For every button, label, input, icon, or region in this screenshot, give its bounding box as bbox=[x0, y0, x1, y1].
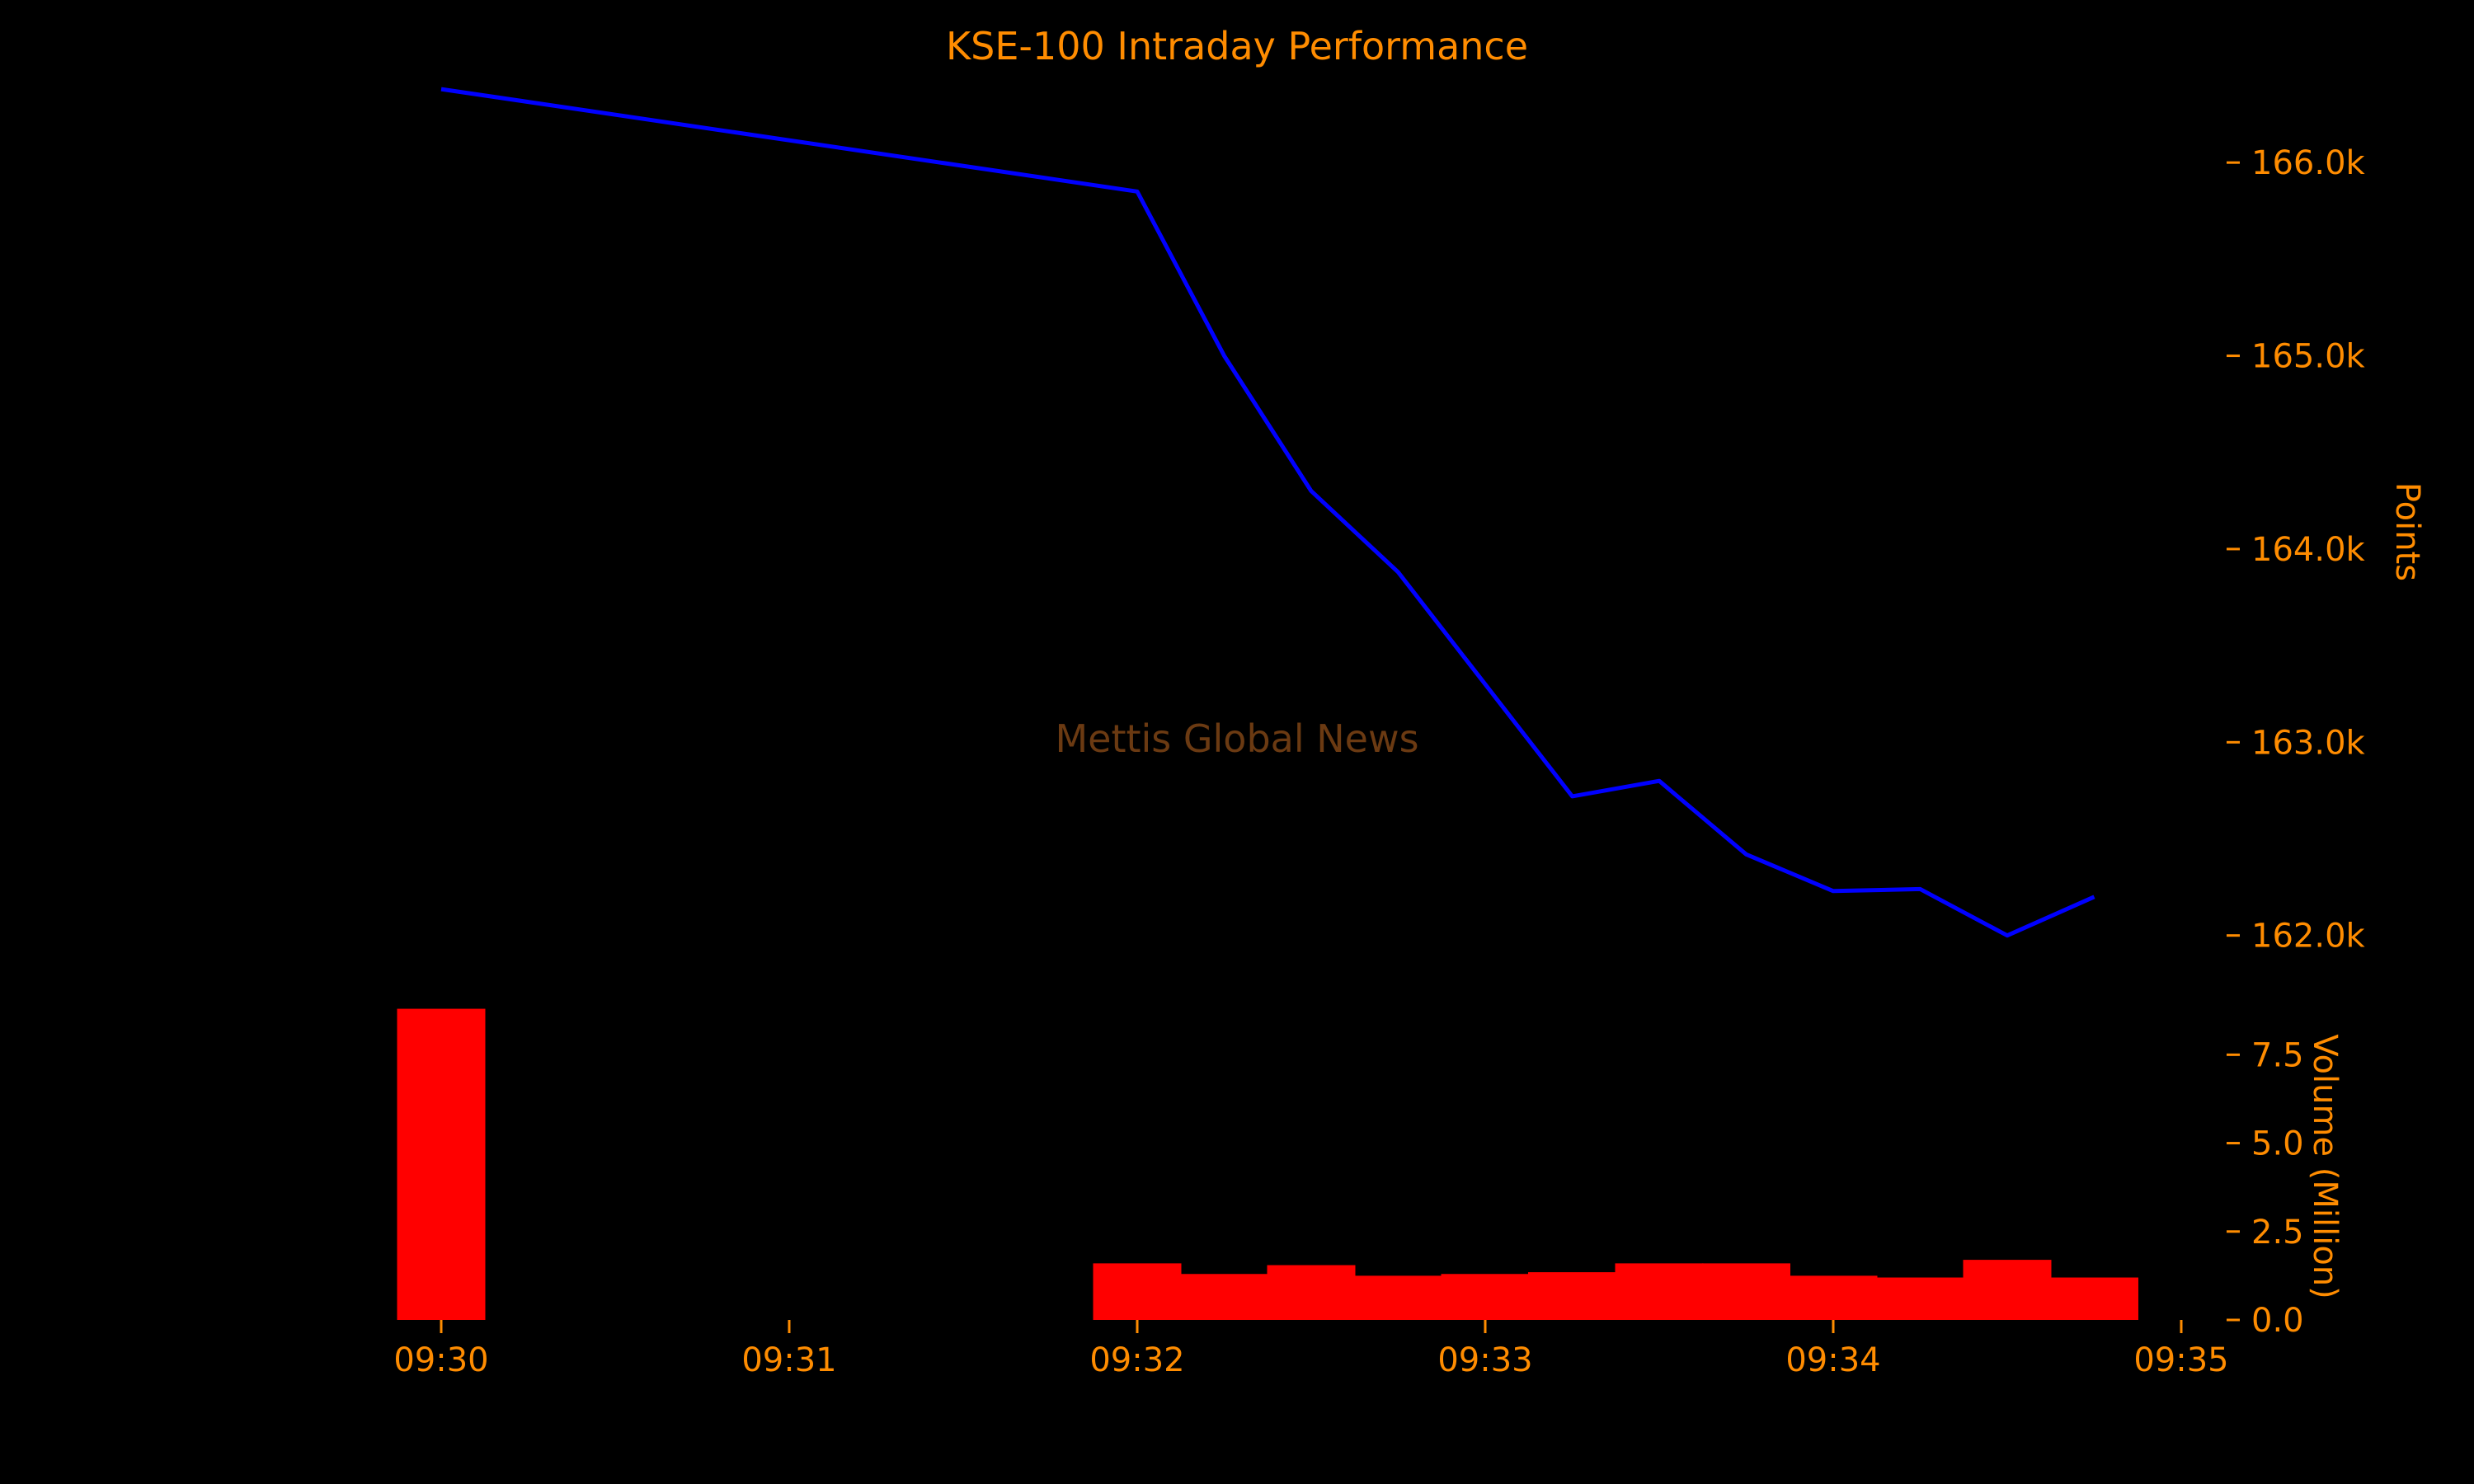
price-tick-label: 165.0k bbox=[2251, 338, 2366, 376]
volume-bar bbox=[1702, 1263, 1790, 1320]
volume-bar bbox=[2050, 1277, 2138, 1320]
volume-bar bbox=[397, 1008, 486, 1320]
volume-axis-label: Volume (Million) bbox=[2306, 1034, 2344, 1298]
volume-tick-label: 2.5 bbox=[2251, 1214, 2304, 1252]
volume-bar bbox=[1615, 1263, 1704, 1320]
volume-tick-label: 5.0 bbox=[2251, 1125, 2304, 1163]
watermark-text: Mettis Global News bbox=[1055, 716, 1418, 761]
x-tick-label: 09:32 bbox=[1089, 1341, 1184, 1379]
x-tick-label: 09:31 bbox=[741, 1341, 836, 1379]
price-tick-label: 166.0k bbox=[2251, 144, 2366, 182]
volume-bar bbox=[1876, 1277, 1964, 1320]
volume-panel: 0.0 2.5 5.0 7.5 bbox=[397, 1008, 2304, 1340]
price-tick-label: 164.0k bbox=[2251, 531, 2366, 569]
chart-title: KSE-100 Intraday Performance bbox=[946, 24, 1528, 68]
volume-bar bbox=[1789, 1275, 1878, 1320]
price-tick-label: 163.0k bbox=[2251, 724, 2366, 762]
volume-bar bbox=[1963, 1260, 2052, 1320]
x-tick-label: 09:33 bbox=[1437, 1341, 1532, 1379]
x-axis: 09:30 09:31 09:32 09:33 09:34 09:35 bbox=[393, 1320, 2229, 1379]
price-panel: 162.0k 163.0k 164.0k 165.0k 166.0k bbox=[440, 87, 2366, 956]
volume-bar bbox=[1267, 1265, 1356, 1320]
volume-bar bbox=[1528, 1272, 1616, 1320]
volume-bar bbox=[1354, 1275, 1442, 1320]
volume-bar bbox=[1180, 1274, 1268, 1320]
price-axis-label: Points bbox=[2388, 482, 2426, 581]
x-tick-label: 09:34 bbox=[1785, 1341, 1880, 1379]
price-tick-label: 162.0k bbox=[2251, 918, 2366, 956]
x-tick-label: 09:30 bbox=[393, 1341, 488, 1379]
volume-bar bbox=[1093, 1263, 1182, 1320]
x-tick-label: 09:35 bbox=[2133, 1341, 2228, 1379]
volume-bar bbox=[1441, 1274, 1530, 1320]
volume-tick-label: 7.5 bbox=[2251, 1036, 2304, 1074]
volume-tick-label: 0.0 bbox=[2251, 1302, 2304, 1340]
